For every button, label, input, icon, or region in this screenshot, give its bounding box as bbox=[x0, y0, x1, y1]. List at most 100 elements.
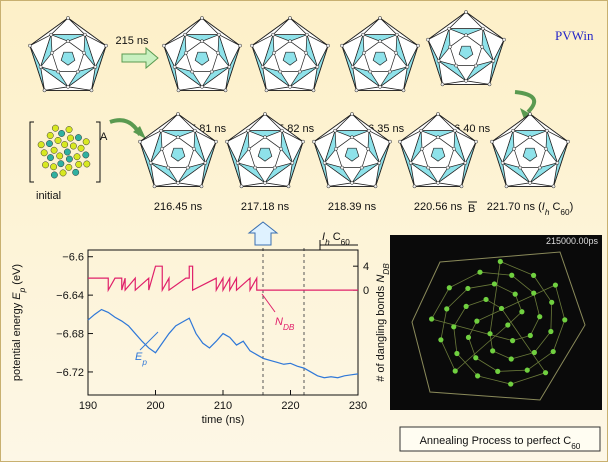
cage-atom bbox=[82, 51, 85, 54]
x-tick-label: 200 bbox=[146, 400, 164, 412]
inset-atom bbox=[477, 270, 482, 275]
x-tick-label: 190 bbox=[79, 400, 97, 412]
cage-atom bbox=[474, 140, 477, 143]
cage-atom bbox=[200, 16, 203, 19]
cage-atom bbox=[538, 166, 541, 169]
cage-atom bbox=[464, 161, 467, 164]
cage-atom bbox=[94, 65, 97, 68]
x-tick-label: 220 bbox=[281, 400, 299, 412]
cage-atom bbox=[351, 65, 354, 68]
atom bbox=[58, 130, 64, 136]
step-label: 220.56 ns bbox=[414, 201, 463, 213]
cage-atom bbox=[184, 51, 187, 54]
cage-atom bbox=[49, 33, 52, 36]
atom bbox=[72, 169, 78, 175]
arrow-label: B bbox=[468, 203, 475, 215]
atom bbox=[38, 142, 44, 148]
cage-atom bbox=[236, 161, 239, 164]
cage-atom bbox=[304, 51, 307, 54]
cage-atom bbox=[519, 166, 522, 169]
y-tick-label: −6.68 bbox=[56, 329, 84, 341]
atom bbox=[42, 162, 48, 168]
cage-atom bbox=[501, 161, 504, 164]
atom bbox=[55, 137, 61, 143]
step-label: initial bbox=[36, 190, 61, 202]
cage-atom bbox=[474, 64, 477, 67]
cage-atom bbox=[216, 51, 219, 54]
cage-atom bbox=[511, 129, 514, 132]
cage-atom bbox=[340, 44, 343, 47]
inset-atom bbox=[465, 286, 470, 291]
cage-atom bbox=[398, 140, 401, 143]
cage-atom bbox=[225, 140, 228, 143]
cage-atom bbox=[566, 140, 569, 143]
cage-atom bbox=[436, 112, 439, 115]
cage-atom bbox=[455, 64, 458, 67]
region-label-part: C bbox=[330, 231, 341, 243]
cage-atom bbox=[464, 79, 467, 82]
inset-atom bbox=[513, 292, 518, 297]
cage-atom bbox=[388, 70, 391, 73]
inset-atom bbox=[509, 273, 514, 278]
step-label-part: 60 bbox=[560, 208, 570, 217]
cage-atom bbox=[263, 112, 266, 115]
cage-atom bbox=[512, 147, 515, 150]
cage-atom bbox=[334, 147, 337, 150]
inset-atom bbox=[531, 290, 536, 295]
inset-image bbox=[390, 235, 602, 410]
inset-atom bbox=[525, 368, 530, 373]
cage-atom bbox=[176, 181, 179, 184]
y2-axis-title-part: N bbox=[375, 275, 387, 283]
inset-atom bbox=[487, 331, 492, 336]
cage-atom bbox=[176, 112, 179, 115]
cage-atom bbox=[552, 185, 555, 188]
cage-atom bbox=[366, 147, 369, 150]
cage-atom bbox=[544, 147, 547, 150]
step-label-part: ) bbox=[570, 201, 574, 213]
cage-atom bbox=[200, 40, 203, 43]
cage-atom bbox=[528, 136, 531, 139]
cage-atom bbox=[193, 129, 196, 132]
x-axis-title: time (ns) bbox=[202, 414, 245, 426]
inset-atom bbox=[498, 259, 503, 264]
cage-atom bbox=[447, 27, 450, 30]
atom bbox=[83, 139, 89, 145]
cage-atom bbox=[271, 33, 274, 36]
cage-atom bbox=[436, 181, 439, 184]
inset-atom bbox=[483, 297, 488, 302]
cage-atom bbox=[57, 70, 60, 73]
cage-atom bbox=[186, 166, 189, 169]
step-label: 218.39 ns bbox=[328, 201, 377, 213]
step-label: 217.18 ns bbox=[241, 201, 290, 213]
cage-atom bbox=[28, 44, 31, 47]
cage-atom bbox=[279, 70, 282, 73]
atom bbox=[52, 125, 58, 131]
cage-atom bbox=[374, 185, 377, 188]
cage-atom bbox=[39, 65, 42, 68]
inset-atom bbox=[490, 348, 495, 353]
cage-atom bbox=[316, 65, 319, 68]
cage-atom bbox=[502, 38, 505, 41]
cage-atom bbox=[204, 161, 207, 164]
cage-atom bbox=[369, 70, 372, 73]
footer-text-part: Annealing Process to perfect C bbox=[420, 435, 572, 447]
cage-atom bbox=[273, 166, 276, 169]
region-label-part: 60 bbox=[341, 238, 351, 247]
cage-atom bbox=[556, 161, 559, 164]
cage-atom bbox=[312, 140, 315, 143]
series-label-part: N bbox=[275, 316, 283, 328]
inset-atom bbox=[473, 355, 478, 360]
step-label-part: 221.70 ns ( bbox=[487, 201, 542, 213]
cage-atom bbox=[247, 147, 250, 150]
atom bbox=[70, 143, 76, 149]
cage-atom bbox=[361, 33, 364, 36]
cage-atom bbox=[419, 129, 422, 132]
atom bbox=[58, 160, 64, 166]
cage-atom bbox=[287, 185, 290, 188]
cage-atom bbox=[378, 161, 381, 164]
cage-atom bbox=[224, 89, 227, 92]
inset-atom bbox=[531, 273, 536, 278]
cage-atom bbox=[481, 27, 484, 30]
cage-atom bbox=[409, 161, 412, 164]
arrow-label: A bbox=[100, 131, 108, 143]
